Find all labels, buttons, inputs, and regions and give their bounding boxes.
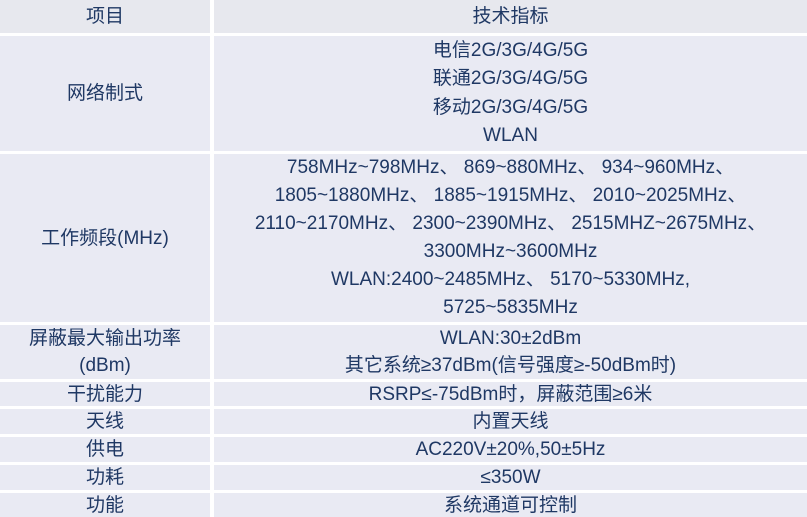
row-power-consumption-value-cell: ≤350W: [214, 465, 807, 490]
network-line-mobile: 移动2G/3G/4G/5G: [432, 96, 589, 118]
row-interference-value-cell: RSRP≤-75dBm时，屏蔽范围≥6米: [214, 382, 807, 406]
antenna-value: 内置天线: [472, 411, 549, 432]
interference-value: RSRP≤-75dBm时，屏蔽范围≥6米: [368, 383, 653, 405]
row-output-power-label-line-1: 屏蔽最大输出功率: [28, 328, 181, 349]
row-power-consumption-name-cell: 功耗: [0, 465, 210, 490]
row-frequency-value-cell: 758MHz~798MHz、 869~880MHz、 934~960MHz、 1…: [214, 154, 807, 322]
row-antenna-label: 天线: [85, 411, 124, 432]
row-output-power-label-line-2: (dBm): [79, 355, 131, 376]
frequency-line-2: 1805~1880MHz、 1885~1915MHz、 2010~2025MHz…: [274, 185, 747, 206]
power-consumption-value: ≤350W: [480, 467, 541, 488]
row-power-supply-name-cell: 供电: [0, 437, 210, 462]
row-antenna-name-cell: 天线: [0, 409, 210, 434]
header-cell-item: 项目: [0, 0, 210, 33]
row-interference-label: 干扰能力: [66, 383, 143, 405]
network-line-wlan: WLAN: [483, 125, 538, 146]
network-line-telecom: 电信2G/3G/4G/5G: [432, 39, 589, 61]
output-power-line-other: 其它系统≥37dBm(信号强度≥-50dBm时): [344, 355, 677, 376]
row-power-supply-label: 供电: [85, 439, 124, 460]
row-antenna-value-cell: 内置天线: [214, 409, 807, 434]
network-line-unicom: 联通2G/3G/4G/5G: [432, 68, 589, 89]
row-network-value-cell: 电信2G/3G/4G/5G 联通2G/3G/4G/5G 移动2G/3G/4G/5…: [214, 36, 807, 151]
frequency-line-wlan-2: 5725~5835MHz: [443, 297, 578, 318]
frequency-line-3: 2110~2170MHz、 2300~2390MHz、 2515MHZ~2675…: [254, 213, 767, 234]
row-interference-name-cell: 干扰能力: [0, 382, 210, 406]
row-function-name-cell: 功能: [0, 493, 210, 517]
power-supply-value: AC220V±20%,50±5Hz: [415, 439, 606, 460]
row-output-power-name-cell: 屏蔽最大输出功率 (dBm): [0, 325, 210, 379]
row-output-power-value-cell: WLAN:30±2dBm 其它系统≥37dBm(信号强度≥-50dBm时): [214, 325, 807, 379]
frequency-line-wlan-1: WLAN:2400~2485MHz、 5170~5330MHz,: [330, 269, 691, 290]
frequency-line-4: 3300MHz~3600MHz: [423, 241, 598, 262]
row-power-consumption-label: 功耗: [85, 467, 124, 488]
output-power-line-wlan: WLAN:30±2dBm: [439, 328, 582, 349]
row-frequency-label: 工作频段(MHz): [41, 227, 169, 249]
row-function-label: 功能: [85, 494, 124, 516]
header-item-label: 项目: [85, 6, 124, 27]
row-network-label: 网络制式: [66, 83, 143, 104]
row-power-supply-value-cell: AC220V±20%,50±5Hz: [214, 437, 807, 462]
function-value: 系统通道可控制: [443, 494, 577, 516]
frequency-line-1: 758MHz~798MHz、 869~880MHz、 934~960MHz、: [286, 157, 735, 178]
header-cell-spec: 技术指标: [214, 0, 807, 33]
row-function-value-cell: 系统通道可控制: [214, 493, 807, 517]
row-frequency-name-cell: 工作频段(MHz): [0, 154, 210, 322]
row-network-name-cell: 网络制式: [0, 36, 210, 151]
header-spec-label: 技术指标: [472, 6, 549, 27]
